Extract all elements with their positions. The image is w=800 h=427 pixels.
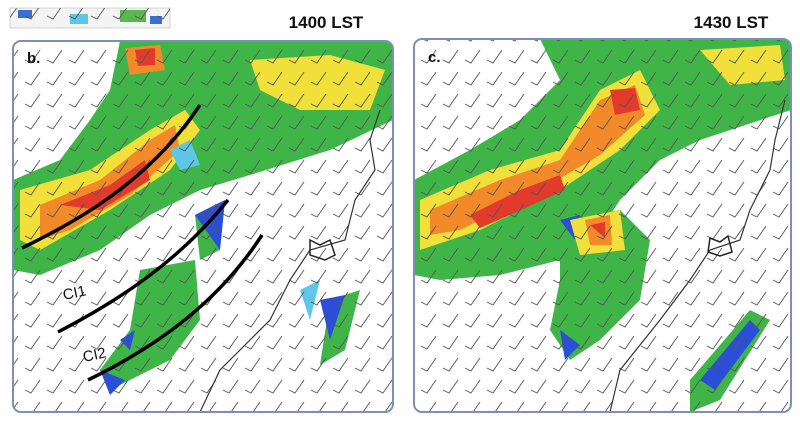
annotation: CI2 xyxy=(81,344,107,365)
radar-panel xyxy=(414,39,791,412)
radar-panel xyxy=(13,41,393,412)
panel-frame xyxy=(12,40,394,413)
thumbnail-strip xyxy=(9,7,171,29)
panel-label: c. xyxy=(428,49,441,66)
panel-time: 1400 LST xyxy=(289,13,364,32)
panel-frame xyxy=(413,38,792,413)
annotation: CI1 xyxy=(61,282,87,303)
panel-label: b. xyxy=(27,50,40,67)
panel-time: 1430 LST xyxy=(694,13,769,32)
